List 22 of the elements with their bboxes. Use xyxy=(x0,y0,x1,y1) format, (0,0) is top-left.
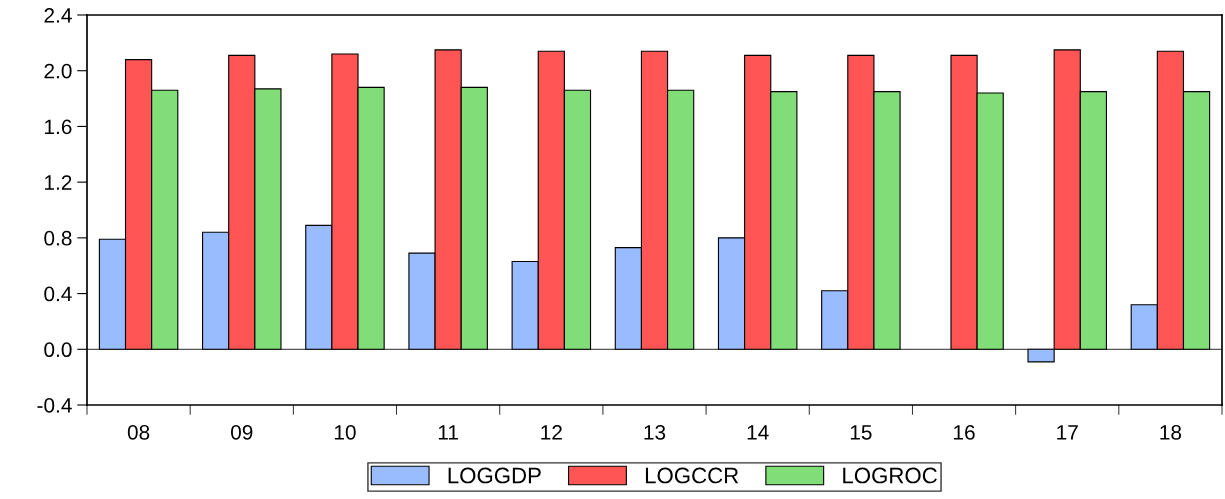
y-tick-label: 2.0 xyxy=(44,63,72,79)
legend-label: LOGGDP xyxy=(448,467,541,484)
x-tick-label: 18 xyxy=(1160,424,1182,440)
x-tick-label: 11 xyxy=(438,425,458,440)
x-tick-label: 12 xyxy=(541,424,562,440)
x-tick-label: 08 xyxy=(127,424,150,440)
x-tick-label: 09 xyxy=(231,424,253,440)
legend-label: LOGROC xyxy=(843,467,937,484)
y-tick-label: -0.4 xyxy=(37,398,72,413)
y-tick-label: 0.4 xyxy=(44,286,72,302)
x-tick-label: 17 xyxy=(1057,425,1078,440)
y-tick-label: 2.4 xyxy=(44,8,72,23)
legend-label: LOGCCR xyxy=(645,467,739,484)
x-tick-label: 16 xyxy=(954,424,975,440)
y-tick-label: 0.8 xyxy=(44,230,72,246)
y-tick-label: 1.6 xyxy=(45,119,72,135)
x-tick-label: 10 xyxy=(334,424,356,440)
x-tick-label: 14 xyxy=(747,425,769,440)
y-tick-label: 0.0 xyxy=(44,342,72,358)
x-tick-label: 15 xyxy=(850,425,872,440)
x-tick-label: 13 xyxy=(644,424,666,440)
y-tick-label: 1.2 xyxy=(45,175,72,190)
